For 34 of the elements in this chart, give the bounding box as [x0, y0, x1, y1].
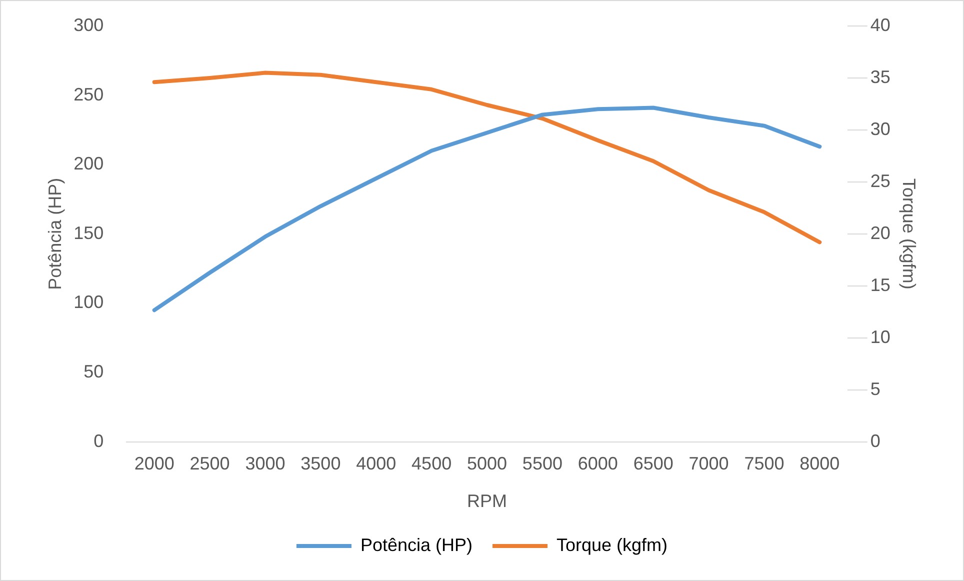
y2-tick-label: 0 — [870, 430, 880, 451]
x-tick-label: 6000 — [578, 454, 618, 474]
y2-tick-label: 15 — [870, 274, 890, 295]
legend-label: Torque (kgfm) — [556, 534, 668, 555]
y2-tick-label: 40 — [870, 14, 890, 35]
y-tick-label: 250 — [74, 84, 104, 104]
y2-tick-label: 25 — [870, 170, 890, 191]
x-axis-title: RPM — [467, 491, 508, 512]
x-tick-label: 4000 — [356, 454, 396, 474]
x-tick-label: 6500 — [633, 454, 674, 474]
x-tick-label: 5000 — [466, 454, 508, 474]
y-tick-label: 0 — [94, 430, 104, 451]
y2-tick-label: 10 — [870, 326, 890, 347]
x-tick-label: 7000 — [688, 454, 729, 474]
x-tick-label: 8000 — [800, 454, 840, 474]
x-tick-label: 3500 — [300, 454, 341, 474]
y2-tick-label: 5 — [870, 378, 880, 399]
x-tick-label: 2500 — [190, 454, 230, 474]
y-tick-label: 150 — [74, 222, 104, 243]
x-tick-label: 2000 — [134, 454, 174, 474]
x-tick-label: 4500 — [412, 454, 452, 474]
y-tick-label: 100 — [74, 292, 104, 312]
y2-tick-label: 30 — [870, 118, 890, 139]
y-tick-label: 300 — [74, 14, 104, 35]
y-tick-label: 50 — [84, 361, 104, 382]
x-tick-label: 5500 — [522, 454, 562, 474]
y2-tick-label: 20 — [870, 222, 890, 243]
y-axis-title: Potência (HP) — [44, 178, 65, 290]
legend-label: Potência (HP) — [360, 534, 473, 555]
y-tick-label: 200 — [74, 154, 104, 174]
y2-axis-title: Torque (kgfm) — [899, 178, 920, 290]
x-tick-label: 3000 — [245, 454, 286, 474]
x-tick-label: 7500 — [744, 454, 784, 474]
y2-tick-label: 35 — [870, 66, 890, 87]
